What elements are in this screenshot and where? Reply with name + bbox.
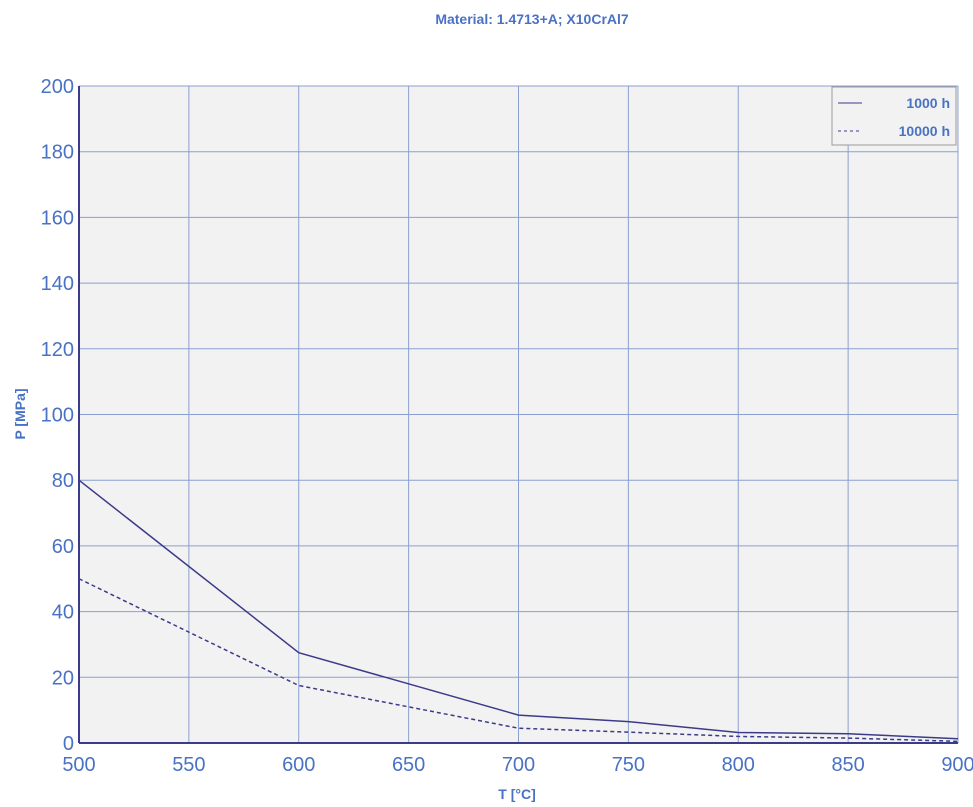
y-tick-label: 120: [41, 339, 74, 361]
y-tick-label: 140: [41, 273, 74, 295]
x-tick-label: 850: [831, 754, 864, 776]
y-tick-label: 100: [41, 405, 74, 427]
x-tick-label: 600: [282, 754, 315, 776]
x-tick-labels: 500 550 600 650 700 750 800 850 900: [62, 754, 973, 776]
x-tick-label: 750: [612, 754, 645, 776]
chart-title: Material: 1.4713+A; X10CrAl7: [435, 11, 629, 27]
y-tick-label: 40: [52, 602, 74, 624]
x-tick-label: 900: [941, 754, 973, 776]
series-line-1: [78, 479, 959, 740]
y-tick-labels: 0 20 40 60 80 100 120 140 160 180 200: [41, 76, 74, 755]
x-axis-label: T [°C]: [498, 786, 535, 802]
x-tick-label: 800: [722, 754, 755, 776]
series-lines: [78, 479, 959, 743]
axes: [78, 86, 958, 744]
y-axis-label: P [MPa]: [12, 388, 28, 439]
y-tick-label: 60: [52, 536, 74, 558]
y-tick-label: 200: [41, 76, 74, 98]
x-tick-label: 650: [392, 754, 425, 776]
y-tick-label: 80: [52, 470, 74, 492]
legend: 1000 h 10000 h: [831, 86, 957, 146]
legend-box: [831, 86, 957, 146]
y-tick-label: 0: [63, 733, 74, 755]
y-tick-label: 180: [41, 142, 74, 164]
legend-label-2: 10000 h: [899, 123, 950, 139]
y-tick-label: 160: [41, 207, 74, 229]
legend-label-1: 1000 h: [906, 95, 950, 111]
y-tick-label: 20: [52, 667, 74, 689]
x-tick-label: 500: [62, 754, 95, 776]
x-tick-label: 700: [502, 754, 535, 776]
x-tick-label: 550: [172, 754, 205, 776]
